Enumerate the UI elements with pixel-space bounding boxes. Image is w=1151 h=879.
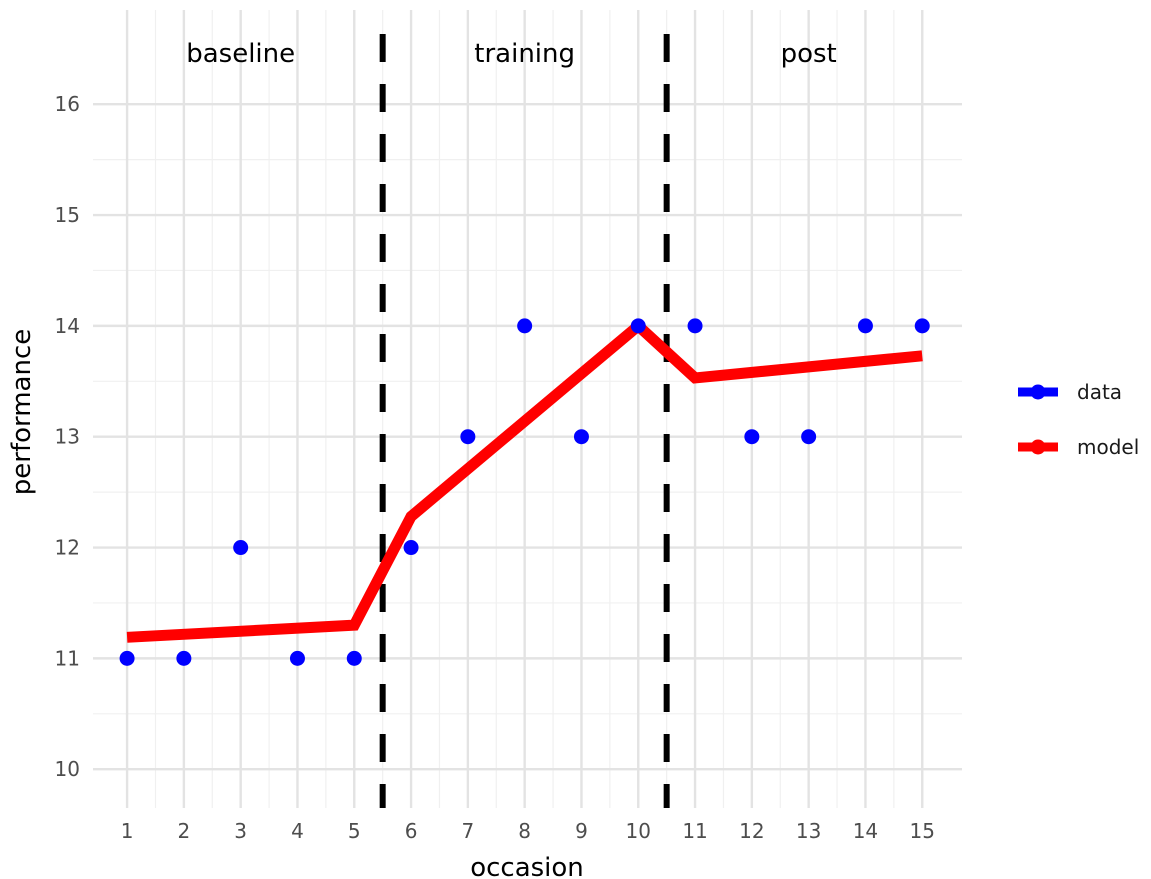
y-tick-label: 14 [55,314,80,338]
data-point [630,318,646,334]
data-point [176,650,192,666]
x-tick-label: 12 [739,819,764,843]
grid [93,10,962,808]
x-tick-label: 7 [461,819,474,843]
x-tick-label: 2 [178,819,191,843]
x-tick-label: 6 [405,819,418,843]
phase-labels: baseline training post [186,39,837,69]
y-tick-label: 13 [55,425,80,449]
data-point [914,318,930,334]
x-tick-label: 4 [291,819,304,843]
data-point [687,318,703,334]
data-point [857,318,873,334]
legend-key-point [1030,384,1046,400]
x-tick-label: 9 [575,819,588,843]
data-point [744,429,760,445]
x-tick-label: 8 [518,819,531,843]
legend: data model [1018,380,1139,459]
model-line [126,318,923,643]
y-axis-title: performance [7,329,37,496]
y-axis-ticks: 10 11 12 13 14 15 16 [55,92,80,781]
phase-label: training [474,39,575,69]
x-tick-label: 14 [853,819,878,843]
x-tick-label: 5 [348,819,361,843]
data-point [517,318,533,334]
x-axis-ticks: 1 2 3 4 5 6 7 8 9 10 11 12 13 14 15 [121,819,935,843]
data-point [233,540,249,556]
x-tick-label: 3 [234,819,247,843]
data-point [289,650,305,666]
legend-key-model [1018,439,1058,455]
data-point [346,650,362,666]
y-tick-label: 12 [55,536,80,560]
model-line-layer [126,318,923,643]
phase-label: baseline [186,39,295,69]
y-tick-label: 11 [55,646,80,670]
x-tick-label: 11 [682,819,707,843]
y-tick-label: 10 [55,757,80,781]
data-point [403,540,419,556]
legend-key-data [1018,384,1058,400]
x-tick-label: 15 [910,819,935,843]
x-tick-label: 13 [796,819,821,843]
legend-key-point [1030,439,1046,455]
legend-label-model: model [1077,435,1139,459]
x-axis-title: occasion [470,853,584,879]
x-tick-label: 10 [626,819,651,843]
y-tick-label: 16 [55,92,80,116]
data-point [573,429,589,445]
data-point [119,650,135,666]
phase-label: post [781,39,837,69]
legend-label-data: data [1077,380,1122,404]
data-point [460,429,476,445]
data-point [801,429,817,445]
data-points-layer [119,318,930,666]
y-tick-label: 15 [55,203,80,227]
x-tick-label: 1 [121,819,134,843]
